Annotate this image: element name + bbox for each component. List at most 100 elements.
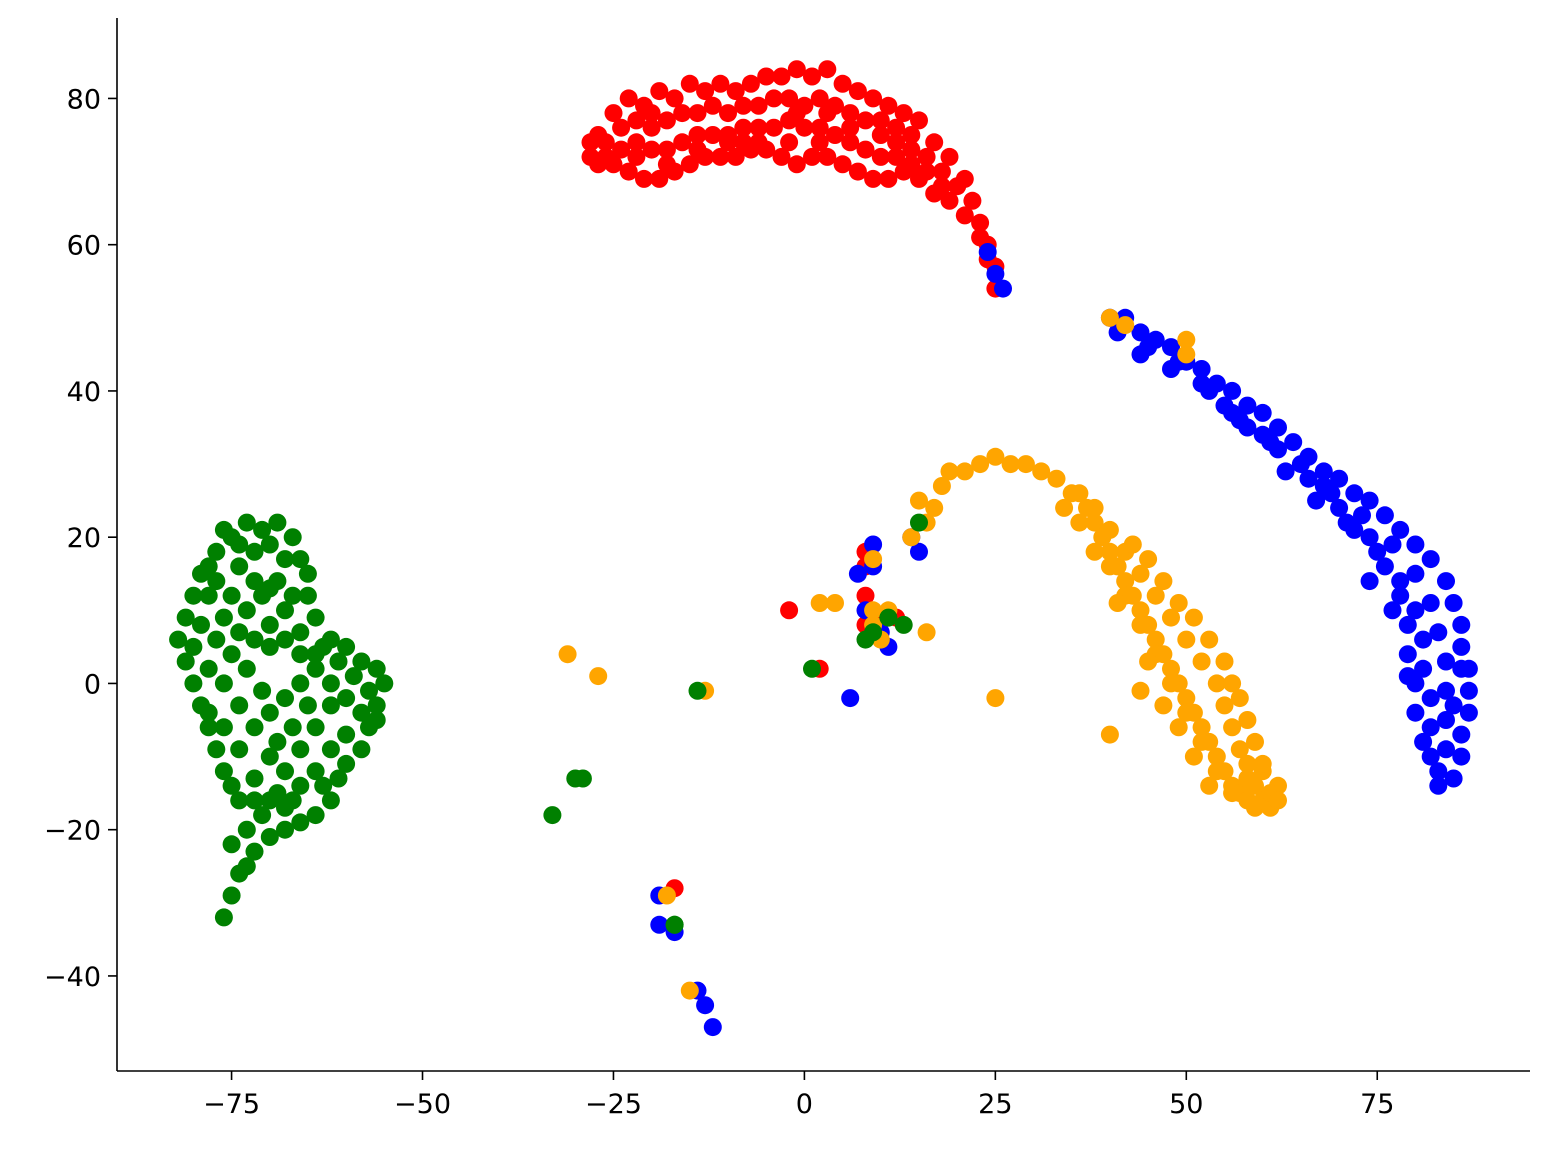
scatter-point xyxy=(1085,498,1104,517)
scatter-point xyxy=(260,615,279,634)
scatter-point xyxy=(619,162,638,181)
scatter-point xyxy=(612,118,631,137)
scatter-point xyxy=(1223,718,1242,737)
scatter-point xyxy=(1444,594,1463,612)
scatter-point xyxy=(1154,696,1173,715)
scatter-point xyxy=(787,155,806,174)
scatter-point xyxy=(841,104,860,123)
scatter-point xyxy=(1406,703,1425,722)
scatter-point xyxy=(795,118,814,137)
scatter-point xyxy=(1177,703,1196,722)
scatter-point xyxy=(199,586,218,605)
scatter-point xyxy=(1429,776,1448,795)
scatter-point xyxy=(566,769,585,788)
scatter-point xyxy=(673,104,692,123)
scatter-point xyxy=(214,762,233,781)
scatter-point xyxy=(329,769,348,788)
scatter-point xyxy=(176,608,195,627)
y-tick-label: 40 xyxy=(67,377,101,408)
scatter-point xyxy=(207,572,226,591)
scatter-point xyxy=(589,667,608,686)
scatter-point xyxy=(1437,681,1455,700)
scatter-point xyxy=(245,572,264,591)
axes-layer xyxy=(116,18,1530,1072)
scatter-point xyxy=(803,67,821,86)
scatter-point xyxy=(1162,360,1180,378)
scatter-point xyxy=(757,67,776,86)
scatter-point xyxy=(1131,564,1150,583)
scatter-point xyxy=(253,520,272,539)
scatter-point xyxy=(1421,718,1440,737)
scatter-point xyxy=(1291,455,1310,474)
scatter-point xyxy=(1123,535,1142,554)
scatter-point xyxy=(1116,572,1135,591)
scatter-point xyxy=(810,594,829,612)
scatter-point xyxy=(1215,652,1234,671)
scatter-point xyxy=(169,630,188,649)
scatter-point xyxy=(696,996,715,1015)
scatter-point xyxy=(1337,513,1356,532)
scatter-point xyxy=(1177,689,1196,708)
scatter-point xyxy=(276,601,294,620)
scatter-point xyxy=(1100,520,1119,539)
scatter-point xyxy=(1391,572,1410,591)
scatter-point xyxy=(184,674,203,693)
scatter-point xyxy=(1100,557,1119,576)
scatter-point xyxy=(848,82,867,101)
scatter-point xyxy=(642,104,661,123)
scatter-point xyxy=(803,659,821,678)
scatter-point xyxy=(680,155,699,174)
x-tick-label: −75 xyxy=(203,1089,260,1120)
scatter-point xyxy=(940,147,959,166)
scatter-point xyxy=(925,133,944,152)
scatter-point xyxy=(1223,381,1242,400)
scatter-point xyxy=(879,96,898,115)
scatter-point xyxy=(222,776,241,795)
scatter-point xyxy=(298,696,317,715)
scatter-point xyxy=(879,608,898,627)
scatter-point xyxy=(1437,652,1455,671)
scatter-point xyxy=(1391,520,1410,539)
scatter-point xyxy=(1238,754,1257,773)
scatter-point xyxy=(642,118,661,137)
scatter-point xyxy=(657,111,676,130)
y-tick-label: −40 xyxy=(44,962,101,993)
scatter-point xyxy=(276,630,294,649)
scatter-point xyxy=(1421,594,1440,612)
scatter-point xyxy=(1330,498,1349,517)
scatter-point xyxy=(627,133,646,152)
scatter-point xyxy=(1230,740,1249,759)
scatter-point xyxy=(199,703,218,722)
scatter-point xyxy=(260,535,279,554)
scatter-point xyxy=(818,60,837,79)
scatter-point xyxy=(1169,594,1188,612)
scatter-point xyxy=(1421,689,1440,708)
x-tick-label: 75 xyxy=(1360,1089,1394,1120)
scatter-point xyxy=(986,264,1005,283)
scatter-point xyxy=(864,550,883,569)
scatter-point xyxy=(1452,725,1471,744)
scatter-point xyxy=(1375,506,1394,525)
scatter-point xyxy=(1353,506,1371,525)
scatter-point xyxy=(871,147,890,166)
scatter-point xyxy=(818,104,837,123)
scatter-point xyxy=(283,718,302,737)
scatter-point xyxy=(1269,791,1287,810)
scatter-point xyxy=(627,111,646,130)
scatter-point xyxy=(1162,674,1180,693)
scatter-point xyxy=(1139,652,1158,671)
scatter-point xyxy=(986,689,1005,708)
y-tick-label: 60 xyxy=(67,231,101,262)
scatter-point xyxy=(1414,732,1433,751)
scatter-point xyxy=(963,191,982,210)
scatter-point xyxy=(612,140,631,159)
scatter-point xyxy=(314,776,333,795)
scatter-point xyxy=(673,133,692,152)
scatter-point xyxy=(902,155,921,174)
scatter-point xyxy=(833,74,852,93)
y-tick-label: 0 xyxy=(84,669,101,700)
y-tick-label: 80 xyxy=(67,84,101,115)
scatter-point xyxy=(635,169,653,188)
scatter-point xyxy=(237,659,256,678)
scatter-point xyxy=(1184,608,1203,627)
